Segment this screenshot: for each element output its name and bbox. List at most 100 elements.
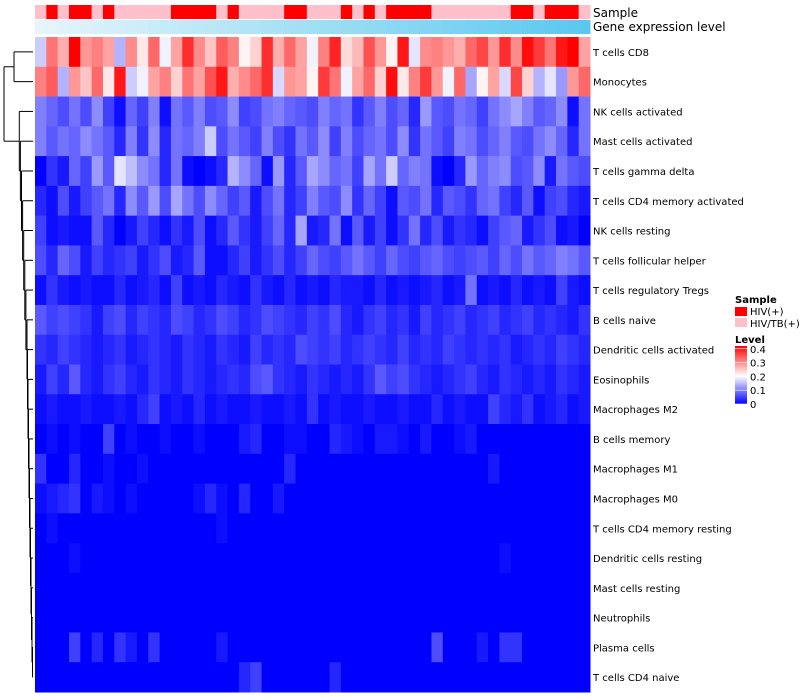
heatmap-cell xyxy=(125,394,138,425)
gene-expression-annotation-label: Gene expression level xyxy=(593,20,726,34)
heatmap-cell xyxy=(68,245,81,276)
gene-expression-annotation-cell xyxy=(544,20,557,34)
row-label: T cells CD8 xyxy=(592,48,649,59)
heatmap-cell xyxy=(261,96,274,127)
heatmap-cell xyxy=(91,513,104,544)
heatmap-cell xyxy=(125,66,138,98)
heatmap-cell xyxy=(35,453,47,485)
heatmap-cell xyxy=(170,453,183,485)
gene-expression-annotation-cell xyxy=(46,20,59,34)
heatmap-cell xyxy=(216,424,229,455)
heatmap-cell xyxy=(295,662,308,693)
heatmap-cell xyxy=(80,632,93,663)
heatmap-cell xyxy=(374,304,387,336)
heatmap-cell xyxy=(454,126,466,157)
heatmap-cell xyxy=(329,304,342,336)
gene-expression-annotation-cell xyxy=(408,20,421,34)
heatmap-cell xyxy=(125,424,138,455)
heatmap-cell xyxy=(182,483,195,514)
row-label: T cells CD4 memory resting xyxy=(592,524,732,535)
heatmap-cell xyxy=(159,96,172,127)
heatmap-cell xyxy=(148,513,161,544)
heatmap-cell xyxy=(261,334,274,365)
heatmap-cell xyxy=(102,66,115,98)
heatmap-cell xyxy=(284,424,297,455)
heatmap-cell xyxy=(80,126,93,157)
heatmap-cell xyxy=(488,453,500,485)
heatmap-cell xyxy=(57,215,70,246)
heatmap-cell xyxy=(114,304,127,336)
heatmap-cell xyxy=(46,632,59,663)
heatmap-cell xyxy=(397,394,410,425)
heatmap-cell xyxy=(454,37,466,68)
heatmap-cell xyxy=(442,453,455,485)
heatmap-cell xyxy=(216,37,229,68)
heatmap-cell xyxy=(352,632,364,663)
heatmap-cell xyxy=(476,215,489,246)
heatmap-cell xyxy=(488,394,500,425)
heatmap-cell xyxy=(499,662,512,693)
heatmap-cell xyxy=(80,304,93,336)
gene-expression-annotation-cell xyxy=(476,20,489,34)
heatmap-cell xyxy=(170,275,183,306)
heatmap-cell xyxy=(114,483,127,514)
heatmap-cell xyxy=(250,96,263,127)
heatmap-cell xyxy=(216,632,229,663)
heatmap-cell xyxy=(182,245,195,276)
gene-expression-annotation-cell xyxy=(578,20,591,34)
heatmap-cell xyxy=(272,483,285,514)
heatmap-cell xyxy=(578,513,591,544)
heatmap-cell xyxy=(216,364,229,395)
heatmap-cell xyxy=(465,304,478,336)
legend-level-title: Level xyxy=(735,335,765,346)
heatmap-cell xyxy=(510,185,523,217)
heatmap-cell xyxy=(567,483,580,514)
heatmap-cell xyxy=(374,394,387,425)
heatmap-cell xyxy=(35,632,47,663)
heatmap-cell xyxy=(238,37,251,68)
heatmap-cell xyxy=(533,156,546,187)
heatmap-cell xyxy=(182,304,195,336)
heatmap-cell xyxy=(420,185,432,217)
heatmap-cell xyxy=(522,453,534,485)
heatmap-cell xyxy=(476,185,489,217)
heatmap-cell xyxy=(306,543,319,574)
heatmap-cell xyxy=(533,424,546,455)
heatmap-cell xyxy=(170,543,183,574)
heatmap-cell xyxy=(68,37,81,68)
heatmap-cell xyxy=(35,156,47,187)
heatmap-cell xyxy=(488,245,500,276)
heatmap-cell xyxy=(306,572,319,604)
heatmap-cell xyxy=(408,215,421,246)
heatmap-cell xyxy=(488,126,500,157)
heatmap-cell xyxy=(544,543,557,574)
heatmap-cell xyxy=(125,304,138,336)
heatmap-cell xyxy=(567,364,580,395)
heatmap-cell xyxy=(35,334,47,365)
heatmap-cell xyxy=(102,126,115,157)
row-label: B cells memory xyxy=(593,435,670,446)
legend-swatch-hiv-tb xyxy=(735,318,747,327)
heatmap-cell xyxy=(318,126,330,157)
heatmap-cell xyxy=(465,424,478,455)
heatmap-cell xyxy=(80,453,93,485)
heatmap-cell xyxy=(216,602,229,633)
heatmap-cell xyxy=(476,394,489,425)
heatmap-cell xyxy=(556,632,568,663)
sample-annotation-cell xyxy=(578,5,591,19)
heatmap-cell xyxy=(227,453,240,485)
heatmap-cell xyxy=(193,483,206,514)
sample-annotation-cell xyxy=(374,5,387,19)
heatmap-cell xyxy=(476,245,489,276)
heatmap-cell xyxy=(488,334,500,365)
heatmap-cell xyxy=(544,513,557,544)
heatmap-cell xyxy=(227,37,240,68)
gene-expression-annotation-cell xyxy=(533,20,546,34)
heatmap-cell xyxy=(533,37,546,68)
heatmap-cell xyxy=(340,66,353,98)
heatmap-cell xyxy=(556,453,568,485)
heatmap-cell xyxy=(488,215,500,246)
heatmap-cell xyxy=(454,543,466,574)
heatmap-cell xyxy=(363,602,376,633)
heatmap-cell xyxy=(329,126,342,157)
